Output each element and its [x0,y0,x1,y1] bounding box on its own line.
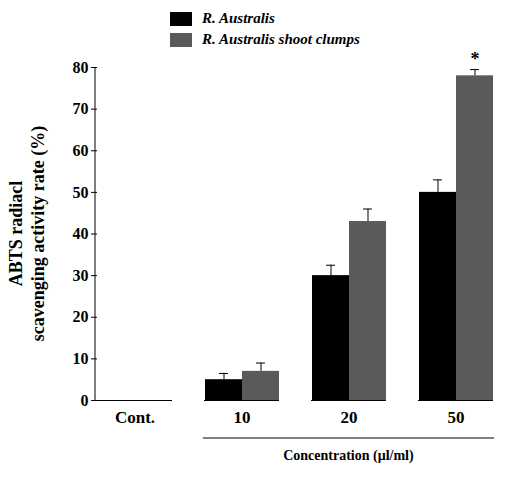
svg-text:80: 80 [73,59,89,76]
svg-text:*: * [471,52,480,69]
svg-text:70: 70 [73,100,89,117]
html-text:R. Australis shoot clumps: R. Australis shoot clumps [202,31,360,47]
svg-text:ABTS radiacl: ABTS radiacl [6,181,26,287]
svg-text:40: 40 [73,225,89,242]
svg-text:10: 10 [234,408,251,427]
svg-text:20: 20 [73,308,89,325]
svg-text:scavenging activity rate (%): scavenging activity rate (%) [28,126,49,341]
svg-text:30: 30 [73,267,89,284]
svg-text:50: 50 [448,408,465,427]
svg-text:50: 50 [73,183,89,200]
svg-text:10: 10 [73,350,89,367]
svg-text:Cont.: Cont. [115,408,155,427]
svg-text:0: 0 [81,392,89,409]
html-text:R. Australis: R. Australis [202,10,275,26]
svg-text:20: 20 [341,408,358,427]
svg-text:Concentration (μl/ml): Concentration (μl/ml) [283,448,414,464]
svg-text:60: 60 [73,142,89,159]
